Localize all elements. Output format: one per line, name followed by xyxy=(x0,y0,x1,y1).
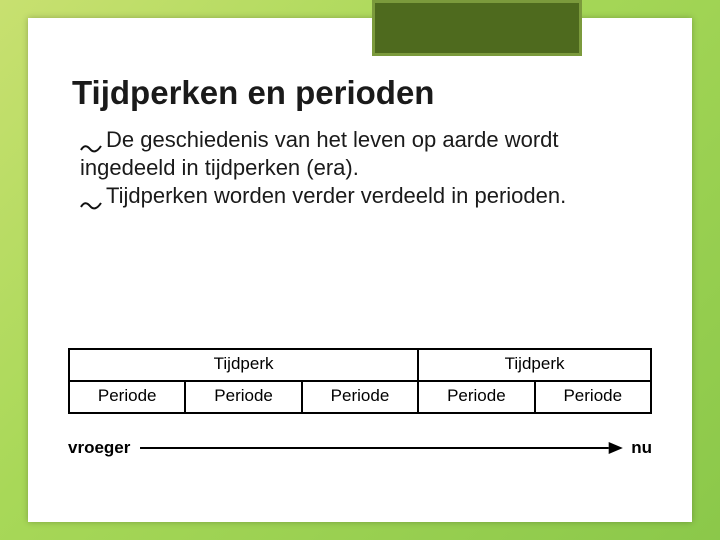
timeline-label-now: nu xyxy=(631,438,652,458)
timeline: vroeger nu xyxy=(68,438,652,458)
bullet-1-text: De geschiedenis van het leven op aarde w… xyxy=(80,127,559,180)
title-accent-block xyxy=(372,0,582,56)
periode-cell-2: Periode xyxy=(185,381,301,413)
slide-body: De geschiedenis van het leven op aarde w… xyxy=(80,126,640,210)
timeline-label-earlier: vroeger xyxy=(68,438,130,458)
table-row: Tijdperk Tijdperk xyxy=(69,349,651,381)
bullet-2-text: Tijdperken worden verder verdeeld in per… xyxy=(106,183,566,208)
bullet-icon xyxy=(80,134,102,148)
periode-cell-3: Periode xyxy=(302,381,418,413)
periode-cell-1: Periode xyxy=(69,381,185,413)
tijdperk-header-2: Tijdperk xyxy=(418,349,651,381)
timeline-arrow-icon xyxy=(138,439,623,457)
table-row: Periode Periode Periode Periode Periode xyxy=(69,381,651,413)
periode-cell-5: Periode xyxy=(535,381,651,413)
era-period-table: Tijdperk Tijdperk Periode Periode Period… xyxy=(68,348,652,414)
tijdperk-header-1: Tijdperk xyxy=(69,349,418,381)
slide-card: Tijdperken en perioden De geschiedenis v… xyxy=(28,18,692,522)
slide-title: Tijdperken en perioden xyxy=(72,74,434,112)
bullet-icon xyxy=(80,191,102,205)
periode-cell-4: Periode xyxy=(418,381,534,413)
